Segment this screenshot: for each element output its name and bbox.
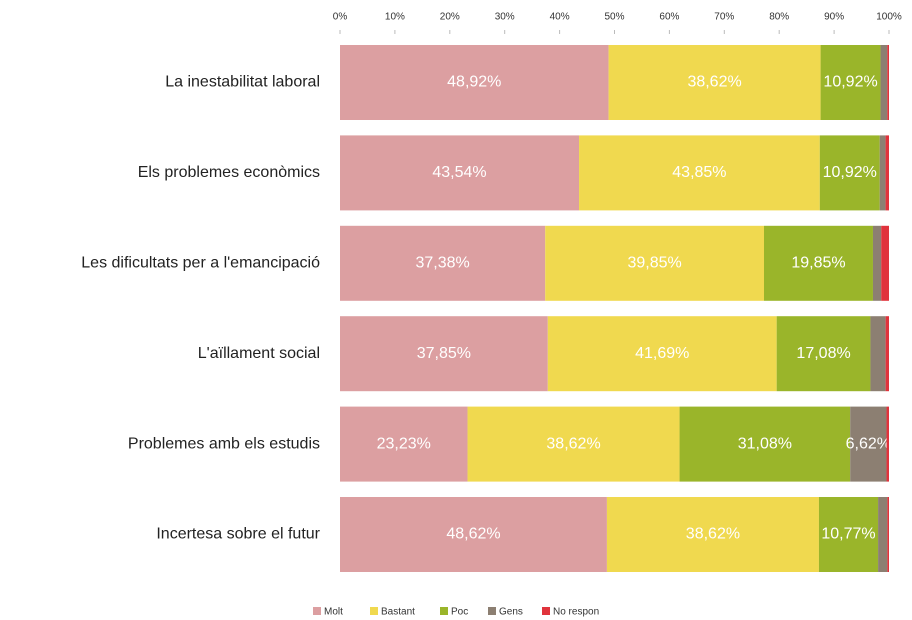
bar-segment [776, 316, 871, 392]
bar-segment [881, 225, 889, 301]
value-label: 23,23% [377, 435, 431, 452]
bar-segment [870, 316, 886, 392]
value-label: 37,38% [415, 255, 469, 272]
bar-segment [879, 135, 886, 211]
bar-segment [887, 497, 889, 572]
value-label: 38,62% [687, 74, 741, 91]
bar-segment [579, 135, 820, 211]
bar-segment [885, 135, 889, 211]
category-label: Problemes amb els estudis [128, 435, 320, 452]
legend-label: Molt [324, 607, 343, 618]
legend-label: No respon [553, 607, 599, 618]
value-label: 31,08% [738, 435, 792, 452]
bar-segment [872, 225, 882, 301]
bar-segment [340, 135, 580, 211]
bar-segment [820, 45, 881, 120]
x-tick-label: 70% [714, 12, 734, 23]
bar-segment [340, 225, 546, 301]
bar-segment [818, 497, 879, 572]
value-label: 37,85% [417, 345, 471, 362]
bar-segment [606, 497, 819, 572]
x-tick-label: 80% [769, 12, 789, 23]
legend-label: Gens [499, 607, 523, 618]
x-tick-label: 0% [333, 12, 348, 23]
bar-segment [340, 497, 607, 572]
category-label: Les dificultats per a l'emancipació [81, 255, 320, 272]
bar-segment [547, 316, 777, 392]
x-tick-label: 100% [876, 12, 902, 23]
bar-segment [819, 135, 880, 211]
legend-swatch [313, 607, 321, 615]
category-label: L'aïllament social [198, 345, 320, 362]
legend-label: Poc [451, 607, 468, 618]
value-label: 10,92% [823, 74, 877, 91]
value-label: 41,69% [635, 345, 689, 362]
bar-segment [763, 225, 873, 301]
value-label: 48,92% [447, 74, 501, 91]
legend-swatch [488, 607, 496, 615]
x-tick-label: 10% [385, 12, 405, 23]
value-label: 10,77% [821, 526, 875, 543]
category-label: Incertesa sobre el futur [156, 526, 320, 543]
value-label: 19,85% [791, 255, 845, 272]
value-label: 17,08% [796, 345, 850, 362]
bar-segment [340, 45, 609, 120]
bar-segment [880, 45, 888, 120]
value-label: 10,92% [823, 164, 877, 181]
bar-segment [887, 45, 889, 120]
legend-swatch [542, 607, 550, 615]
bar-segment [679, 406, 851, 482]
bar-segment [878, 497, 888, 572]
x-tick-label: 60% [659, 12, 679, 23]
value-label: 48,62% [446, 526, 500, 543]
bar-segment [545, 225, 764, 301]
category-label: Els problemes econòmics [138, 164, 320, 181]
x-tick-label: 40% [550, 12, 570, 23]
bar-segment [467, 406, 680, 482]
bar-segment [850, 406, 887, 482]
value-label: 43,54% [432, 164, 486, 181]
legend-swatch [440, 607, 448, 615]
value-label: 39,85% [627, 255, 681, 272]
category-label: La inestabilitat laboral [165, 74, 320, 91]
x-tick-label: 20% [440, 12, 460, 23]
x-tick-label: 50% [604, 12, 624, 23]
x-tick-label: 90% [824, 12, 844, 23]
value-label: 43,85% [672, 164, 726, 181]
value-label: 38,62% [546, 435, 600, 452]
x-tick-label: 30% [495, 12, 515, 23]
bar-segment [886, 406, 889, 482]
bar-segment [608, 45, 821, 120]
value-label: 38,62% [686, 526, 740, 543]
bar-segment [885, 316, 889, 392]
legend-swatch [370, 607, 378, 615]
bar-segment [340, 316, 548, 392]
bar-segment [340, 406, 468, 482]
legend-label: Bastant [381, 607, 415, 618]
value-label: 6,62% [846, 435, 891, 452]
